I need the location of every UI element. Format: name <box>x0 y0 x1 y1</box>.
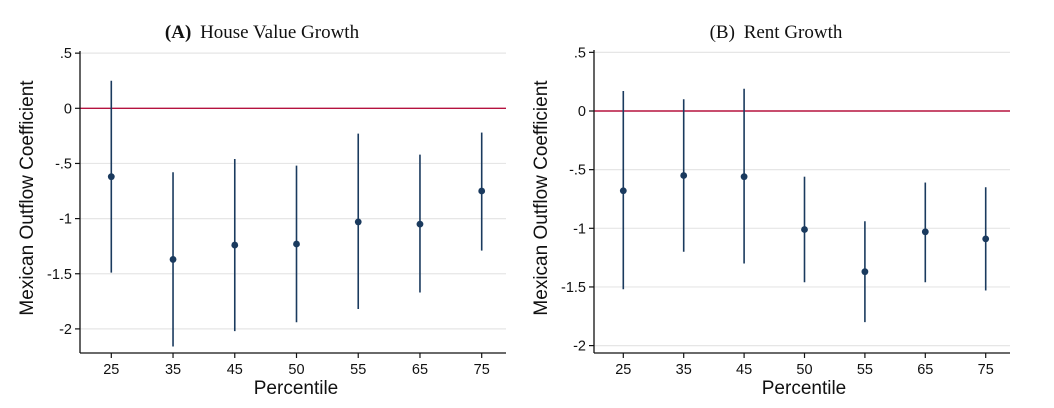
coefficient-point-75 <box>982 235 990 243</box>
coefficient-point-65 <box>416 220 424 228</box>
y-tick-label: -1 <box>573 221 586 237</box>
x-tick-label: 35 <box>676 362 692 378</box>
coefficient-point-45 <box>740 173 748 181</box>
coefficient-point-35 <box>680 172 688 179</box>
y-tick-label: .5 <box>60 46 72 62</box>
panel-a-house-value-growth: (A) House Value Growth .5 0 -.5 -1 -1.5 -2 25… <box>17 22 506 399</box>
panel-b-gridlines <box>594 51 1010 347</box>
x-tick-label: 75 <box>978 362 994 378</box>
panel-a-y-axis-label: Mexican Outflow Coefficient <box>17 80 38 316</box>
y-tick-label: 0 <box>578 104 586 120</box>
coefficient-point-50 <box>293 240 300 248</box>
x-tick-label: 35 <box>165 362 181 378</box>
panel-b-markers <box>619 88 990 323</box>
x-tick-label: 55 <box>350 362 366 378</box>
coefficient-point-55 <box>861 268 869 276</box>
coefficient-point-65 <box>921 228 929 236</box>
x-tick-label: 50 <box>288 362 304 378</box>
y-tick-label: -2 <box>573 339 586 355</box>
coefficient-point-45 <box>231 241 239 249</box>
panel-a-gridlines <box>80 52 506 330</box>
x-tick-label: 25 <box>615 362 631 378</box>
y-tick-label: -.5 <box>55 156 72 172</box>
panel-a-y-ticks: .5 0 -.5 -1 -1.5 -2 <box>47 46 80 338</box>
y-tick-label: -.5 <box>569 163 586 179</box>
panel-a-x-ticks: 25 35 45 50 55 65 75 <box>103 353 490 378</box>
panel-b-x-axis-label: Percentile <box>762 378 847 399</box>
coefficient-point-25 <box>107 173 115 181</box>
panel-b-rent-growth: (B) Rent Growth .5 0 -.5 -1 -1.5 -2 25 35 45 50 5… <box>531 22 1010 399</box>
panel-b-title-text: Rent Growth <box>744 22 843 43</box>
x-tick-label: 75 <box>474 362 490 378</box>
y-tick-label: -1 <box>59 212 72 228</box>
x-tick-label: 65 <box>917 362 933 378</box>
coefficient-point-50 <box>801 226 808 233</box>
panel-b-x-ticks: 25 35 45 50 55 65 75 <box>615 353 994 378</box>
panel-b-title: (B) Rent Growth <box>710 22 843 43</box>
panel-a-markers <box>107 80 486 347</box>
y-tick-label: -1.5 <box>561 280 586 296</box>
y-tick-label: -2 <box>59 322 72 338</box>
x-tick-label: 55 <box>857 362 873 378</box>
x-tick-label: 50 <box>796 362 812 378</box>
panel-b-y-axis-label: Mexican Outflow Coefficient <box>531 80 552 316</box>
panel-a-label: (A) <box>165 22 191 43</box>
coefficient-point-25 <box>619 187 627 195</box>
x-tick-label: 45 <box>736 362 752 378</box>
x-tick-label: 45 <box>227 362 243 378</box>
x-tick-label: 65 <box>412 362 428 378</box>
panel-b-label: (B) <box>710 22 735 43</box>
y-tick-label: .5 <box>574 45 586 61</box>
coefficient-point-35 <box>169 256 177 263</box>
panel-a-x-axis-label: Percentile <box>254 378 339 399</box>
coefficient-point-55 <box>354 218 362 226</box>
panel-a-title: (A) House Value Growth <box>165 22 360 43</box>
y-tick-label: 0 <box>64 101 72 117</box>
y-tick-label: -1.5 <box>47 267 72 283</box>
panel-b-y-ticks: .5 0 -.5 -1 -1.5 -2 <box>561 45 594 355</box>
panel-a-title-text: House Value Growth <box>200 22 360 43</box>
x-tick-label: 25 <box>103 362 119 378</box>
coefficient-point-75 <box>478 187 486 195</box>
